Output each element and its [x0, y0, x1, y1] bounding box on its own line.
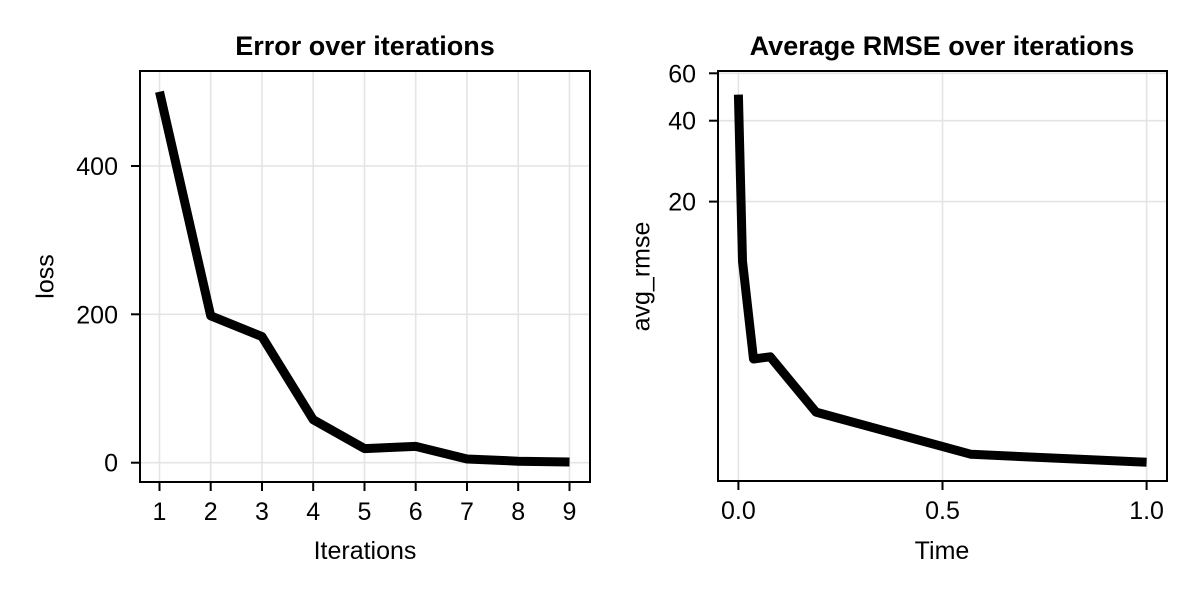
- x-tick-label: 5: [358, 498, 372, 526]
- x-tick-label: 7: [460, 498, 474, 526]
- x-tick-label: 1.0: [1129, 497, 1164, 525]
- data-line: [733, 94, 1147, 467]
- y-tick-label: 0: [104, 450, 118, 478]
- y-tick-label: 60: [668, 60, 696, 88]
- x-tick-label: 1: [153, 498, 167, 526]
- y-tick-label: 20: [668, 189, 696, 217]
- x-tick-label: 9: [563, 498, 577, 526]
- y-tick-label: 40: [668, 108, 696, 136]
- loss-chart-title: Error over iterations: [235, 31, 495, 61]
- x-tick-label: 0.0: [721, 497, 756, 525]
- x-tick-label: 0.5: [925, 497, 960, 525]
- rmse-chart-xlabel: Time: [914, 537, 970, 565]
- data-line: [155, 90, 570, 467]
- x-tick-label: 6: [409, 498, 423, 526]
- rmse-chart-ylabel: avg_rmse: [627, 221, 656, 332]
- rmse-chart-title: Average RMSE over iterations: [749, 31, 1135, 61]
- x-tick-label: 8: [511, 498, 525, 526]
- loss-chart-xlabel: Iterations: [313, 537, 417, 565]
- x-tick-label: 2: [204, 498, 218, 526]
- y-tick-label: 200: [76, 301, 118, 329]
- x-tick-label: 3: [255, 498, 269, 526]
- loss-chart-ylabel: loss: [31, 254, 60, 299]
- x-tick-label: 4: [306, 498, 320, 526]
- loss-chart-plot-area: 1 2 3 4 5 6 7 8 9 0 200 400: [76, 70, 591, 526]
- rmse-chart-plot-area: 0.0 0.5 1.0 20 40 60: [668, 60, 1168, 525]
- y-tick-label: 400: [76, 153, 118, 181]
